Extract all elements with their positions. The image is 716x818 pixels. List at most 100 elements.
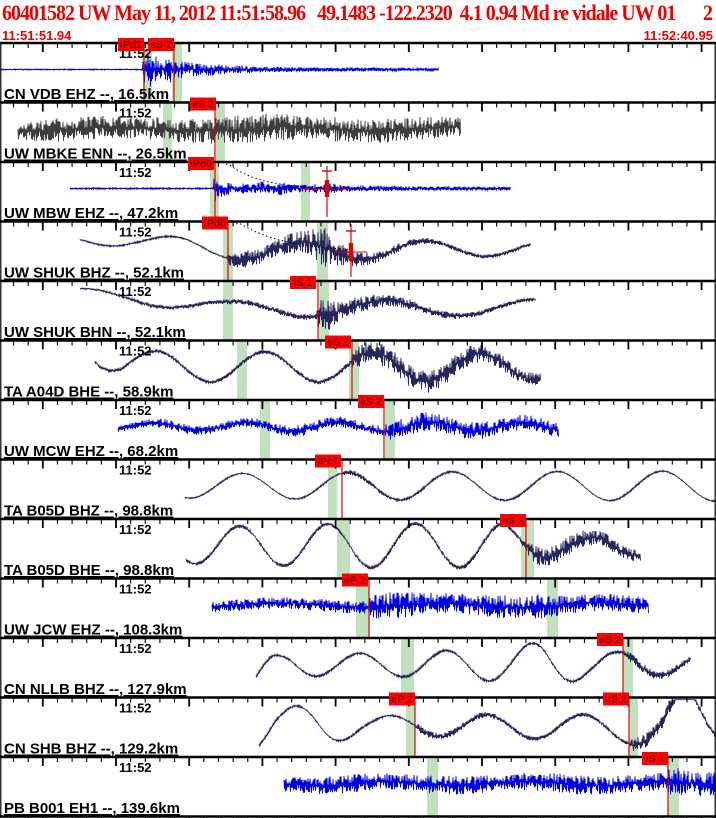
predicted-arrival-band (163, 103, 172, 162)
waveform[interactable] (184, 469, 715, 503)
station-label[interactable]: UW MCW EHZ --, 68.2km (4, 443, 178, 460)
trace-panel-8[interactable]: 11:52 iPc1 TA B05D BHZ --, 98.8km (0, 454, 716, 520)
predicted-arrival-band (521, 520, 534, 579)
pick-marker[interactable]: iPd0 (188, 157, 214, 170)
station-label[interactable]: UW MBW EHZ --, 47.2km (4, 205, 178, 222)
pick-marker[interactable]: eP 2 (389, 692, 415, 706)
station-label[interactable]: UW SHUK BHZ --, 52.1km (4, 265, 184, 282)
trace-panel-11[interactable]: 11:52 eS 2 CN NLLB BHZ --, 127.9km (0, 633, 716, 698)
amplitude-marker[interactable] (300, 166, 347, 217)
window-end-time: 11:52:40.95 (643, 28, 713, 43)
pick-marker[interactable]: eS 2 (500, 514, 526, 527)
waveform[interactable] (79, 287, 536, 330)
predicted-arrival-band (216, 103, 225, 162)
minute-label: 11:52 (119, 641, 152, 656)
minute-label: 11:52 (119, 463, 152, 478)
pick-label: eS 2 (360, 396, 382, 408)
predicted-arrival-band (401, 639, 414, 698)
predicted-arrival-band (406, 698, 415, 757)
pick-label: iS 1 (294, 277, 313, 289)
station-label[interactable]: CN VDB EHZ --, 16.5km (4, 86, 169, 103)
station-label[interactable]: CN NLLB BHZ --, 127.9km (4, 681, 187, 698)
trace-panel-6[interactable]: 11:52 eS 2 TA A04D BHE --, 58.9km (0, 335, 716, 401)
station-label[interactable]: CN SHB BHZ --, 129.2km (4, 741, 178, 758)
waveform[interactable] (117, 412, 559, 440)
minute-label: 11:52 (119, 522, 152, 537)
trace-panel-7[interactable]: 11:52 eS 2 UW MCW EHZ --, 68.2km (0, 395, 716, 460)
pick-marker[interactable]: iPc1 (315, 454, 341, 468)
waveform[interactable] (0, 52, 439, 87)
amplitude-marker[interactable] (335, 224, 367, 277)
pick-marker[interactable]: iPd0 (202, 216, 228, 230)
waveform[interactable] (69, 178, 511, 201)
pick-marker[interactable]: iS 1 (290, 276, 316, 289)
waveform[interactable] (17, 113, 461, 144)
trace-panel-3[interactable]: 11:52 iPd0 UW MBW EHZ --, 47.2km (0, 157, 716, 222)
pick-label: eP 2 (344, 575, 366, 587)
pick-marker[interactable]: eS 2 (603, 692, 629, 706)
predicted-arrival-band (328, 460, 337, 519)
minute-label: 11:52 (119, 225, 152, 240)
minute-label: 11:52 (119, 582, 152, 597)
minute-label: 11:52 (119, 701, 152, 716)
minute-label: 11:52 (119, 760, 152, 775)
pick-label: iPd1 (120, 39, 142, 51)
event-header: 60401582 UW May 11, 2012 11:51:58.96 49.… (2, 1, 676, 26)
minute-label: 11:52 (119, 403, 152, 418)
trace-panel-2[interactable]: 11:52 eS 2 UW MBKE ENN --, 26.5km (0, 97, 716, 163)
waveform[interactable] (258, 698, 716, 752)
station-label[interactable]: UW MBKE ENN --, 26.5km (4, 146, 187, 163)
pick-label: eS 2 (599, 634, 621, 646)
trace-panel-13[interactable]: 11:52 iS 1 PB B001 EH1 --, 139.6km (0, 752, 716, 817)
window-start-time: 11:51:51.94 (2, 28, 72, 43)
pick-label: eS 2 (150, 39, 172, 51)
waveform[interactable] (255, 641, 691, 685)
pick-label: iPd0 (204, 218, 226, 230)
predicted-arrival-band (623, 639, 633, 698)
pick-marker[interactable]: eS 2 (358, 395, 384, 408)
pick-label: iS 1 (646, 753, 665, 765)
predicted-arrival-band (172, 44, 182, 103)
pick-marker[interactable]: eS 2 (190, 97, 216, 111)
station-label[interactable]: TA B05D BHZ --, 98.8km (4, 503, 173, 520)
trace-panel-9[interactable]: 11:52 eS 2 TA B05D BHE --, 98.8km (0, 514, 716, 579)
pick-marker[interactable]: eS 2 (597, 633, 623, 646)
station-label[interactable]: TA A04D BHE --, 58.9km (4, 384, 174, 401)
pick-marker[interactable]: iPd1 (118, 38, 144, 51)
pick-label: eS 2 (502, 515, 524, 527)
waveform[interactable] (185, 521, 641, 570)
event-header-flag: 2 (703, 1, 713, 26)
waveform[interactable] (211, 592, 649, 619)
station-label[interactable]: PB B001 EH1 --, 139.6km (4, 800, 180, 817)
pick-marker[interactable]: eS 2 (325, 335, 351, 349)
waveform[interactable] (79, 228, 531, 268)
predicted-arrival-band (237, 341, 247, 400)
station-label[interactable]: UW SHUK BHN --, 52.1km (4, 324, 186, 341)
predicted-arrival-band (223, 282, 233, 341)
pick-label: eS 2 (605, 694, 627, 706)
coda-decay-curve (236, 223, 351, 250)
station-label[interactable]: UW JCW EHZ --, 108.3km (4, 622, 182, 639)
minute-label: 11:52 (119, 106, 152, 121)
predicted-arrival-band (337, 520, 350, 579)
predicted-arrival-band (349, 341, 359, 400)
predicted-arrival-band (668, 758, 679, 817)
pick-marker[interactable]: eP 2 (342, 573, 368, 587)
trace-panel-4[interactable]: 11:52 iPd0 UW SHUK BHZ --, 52.1km (0, 216, 716, 282)
predicted-arrival-band (260, 401, 270, 460)
pick-marker[interactable]: eS 2 (148, 38, 174, 51)
trace-panel-12[interactable]: 11:52 eP 2 eS 2 CN SHB BHZ --, 129.2km (0, 692, 716, 758)
waveform[interactable] (94, 342, 541, 393)
predicted-arrival-band (629, 698, 638, 757)
pick-marker[interactable]: iS 1 (642, 752, 668, 765)
pick-label: eS 2 (327, 337, 349, 349)
minute-label: 11:52 (119, 284, 152, 299)
waveform[interactable] (283, 768, 716, 796)
trace-panel-10[interactable]: 11:52 eP 2 UW JCW EHZ --, 108.3km (0, 573, 716, 639)
station-label[interactable]: TA B05D BHE --, 98.8km (4, 562, 174, 579)
trace-panel-5[interactable]: 11:52 iS 1 UW SHUK BHN --, 52.1km (0, 276, 716, 341)
pick-label: iPd0 (190, 158, 212, 170)
